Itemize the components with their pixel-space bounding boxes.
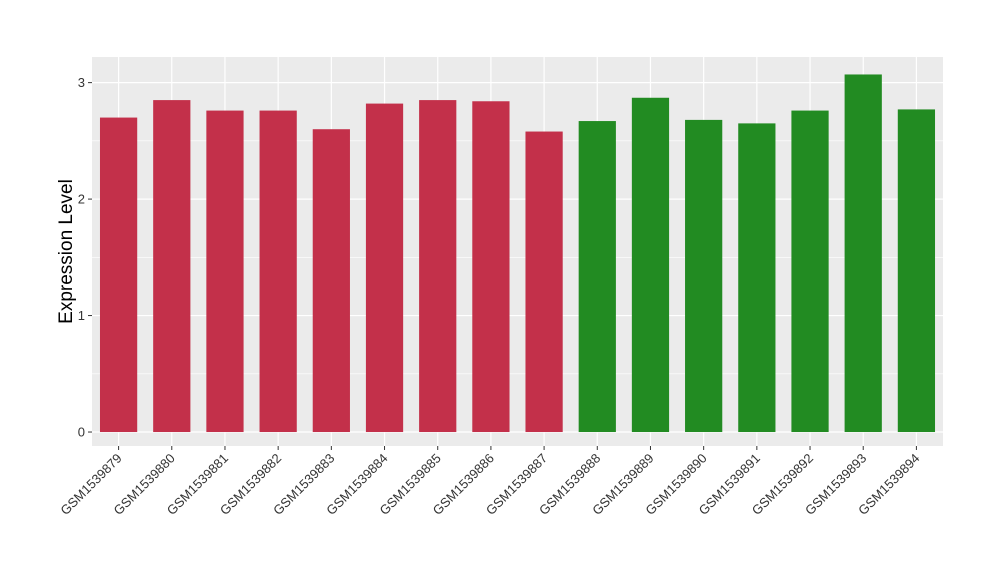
y-tick-label: 1 — [78, 308, 85, 323]
bar-GSM1539894 — [897, 109, 936, 433]
y-axis: 0 1 2 3 — [78, 75, 92, 440]
bar-GSM1539891 — [738, 123, 776, 433]
bar-GSM1539892 — [791, 110, 829, 433]
y-axis-title: Expression Level — [56, 179, 77, 324]
bar-GSM1539879 — [99, 117, 138, 433]
bar-GSM1539889 — [631, 97, 670, 433]
bar-GSM1539885 — [419, 100, 457, 433]
bar-GSM1539881 — [206, 110, 244, 433]
bar-GSM1539880 — [153, 100, 191, 433]
x-axis: GSM1539879GSM1539880GSM1539881GSM1539882… — [57, 446, 923, 518]
bar-GSM1539883 — [312, 129, 350, 433]
bar-GSM1539893 — [844, 74, 882, 433]
bar-GSM1539888 — [578, 121, 616, 433]
bar-GSM1539887 — [525, 131, 563, 433]
y-tick-label: 3 — [78, 75, 85, 90]
bar-GSM1539882 — [259, 110, 297, 433]
bar-GSM1539890 — [685, 119, 723, 433]
bar-GSM1539886 — [472, 101, 510, 433]
bars — [99, 74, 936, 433]
y-tick-label: 0 — [78, 425, 85, 440]
y-tick-label: 2 — [78, 192, 85, 207]
bar-GSM1539884 — [365, 103, 404, 433]
